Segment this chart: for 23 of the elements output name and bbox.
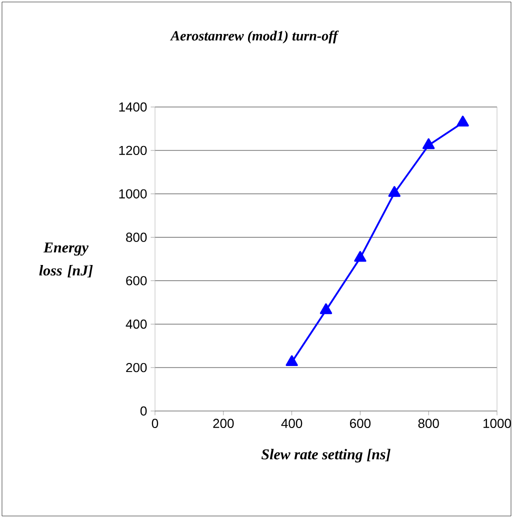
y-tick-label: 1200 [119,146,147,156]
point [456,116,469,127]
x-tick-label: 800 [418,418,439,428]
chart-title: Aerostanrew (mod1) turn-off [170,30,339,44]
x-axis-title: Slew rate setting [ns] [261,448,390,462]
point [354,251,366,262]
point [388,186,400,197]
y-tick-label: 400 [126,320,147,329]
x-tick-label: 200 [213,418,234,428]
point [320,303,332,314]
y-tick-label: 800 [126,232,147,242]
y-tick-label: 1000 [119,189,147,198]
point [286,355,298,366]
x-tick-label: 600 [350,418,371,428]
y-axis-title: Energy loss [nJ] [39,242,93,278]
y-tick-label: 600 [126,276,147,286]
x-tick-label: 400 [281,418,302,428]
y-tick-label: 1400 [119,102,147,112]
x-tick-label: 0 [152,418,158,428]
point [422,138,435,150]
y-tick-label: 0 [140,406,147,416]
x-tick-label: 1000 [484,418,511,428]
y-tick-label: 200 [126,362,147,372]
